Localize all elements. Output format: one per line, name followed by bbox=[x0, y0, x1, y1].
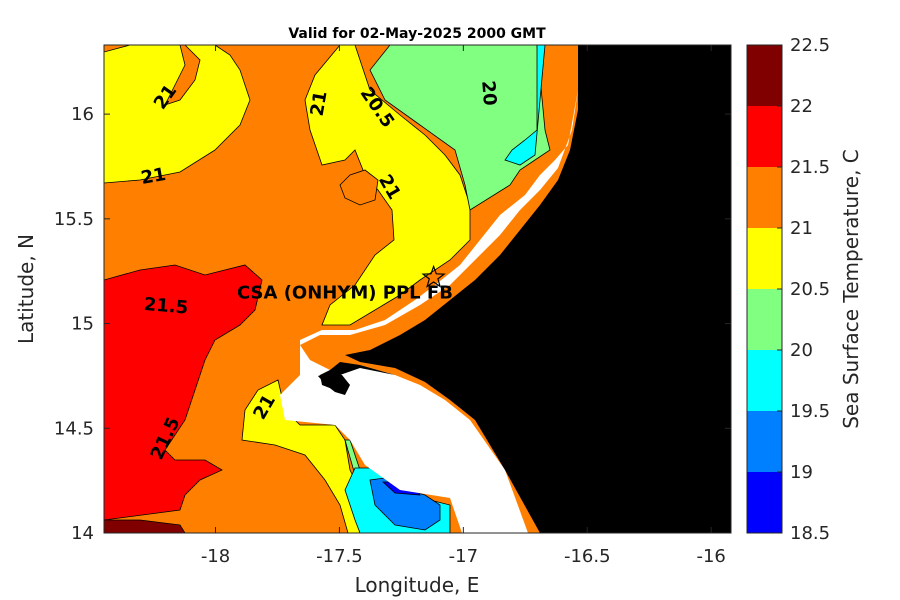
colorbar: 18.5 19 19.5 20 20.5 21 21.5 22 22.5 bbox=[746, 35, 830, 544]
x-tick-label: -18 bbox=[201, 546, 230, 567]
sst-region-21-21.5-tongue bbox=[164, 45, 201, 106]
y-tick-label: 14 bbox=[71, 523, 94, 544]
land-mass bbox=[320, 45, 731, 533]
y-tick-label: 14.5 bbox=[54, 418, 94, 439]
colorbar-label: Sea Surface Temperature, C bbox=[839, 149, 863, 429]
colorbar-tick-label: 21.5 bbox=[790, 157, 830, 178]
sst-region-20.5-21-south bbox=[241, 379, 381, 533]
colorbar-tick-label: 22.5 bbox=[790, 35, 830, 56]
sst-region-20.5-21-northwest bbox=[104, 45, 251, 184]
y-axis-label: Latitude, N bbox=[14, 234, 38, 344]
x-tick-label: -16 bbox=[696, 546, 725, 567]
sst-region-20-20.5 bbox=[369, 45, 551, 211]
y-tick-label: 15 bbox=[71, 314, 94, 335]
star-icon bbox=[421, 264, 446, 288]
sst-region-22-22.5 bbox=[104, 519, 186, 533]
x-axis-label: Longitude, E bbox=[355, 573, 480, 597]
contour-label: 20 bbox=[477, 80, 500, 107]
map-title: Valid for 02-May-2025 2000 GMT bbox=[288, 26, 546, 42]
colorbar-tick-label: 19 bbox=[790, 462, 813, 483]
colorbar-segment bbox=[747, 167, 782, 228]
sst-region-21-21.5-pocket bbox=[339, 169, 379, 206]
sst-region-20.5-21-northeast bbox=[304, 45, 471, 326]
x-tick-label: -17.5 bbox=[316, 546, 363, 567]
colorbar-tick-label: 18.5 bbox=[790, 523, 830, 544]
contour-label: 21 bbox=[307, 89, 332, 117]
y-tick-label: 16 bbox=[71, 104, 94, 125]
site-label: CSA (ONHYM) PPL FB bbox=[237, 282, 453, 303]
x-axis: -18 -17.5 -17 -16.5 -16 bbox=[201, 45, 726, 567]
contour-label: 21 bbox=[139, 164, 167, 189]
colorbar-tick-label: 19.5 bbox=[790, 401, 830, 422]
y-tick-label: 15.5 bbox=[54, 209, 94, 230]
x-tick-label: -17 bbox=[449, 546, 478, 567]
sst-region-21-21.5-corner bbox=[104, 45, 131, 53]
colorbar-segment bbox=[747, 350, 782, 411]
sst-region-21.5-22 bbox=[104, 264, 263, 521]
no-data-area bbox=[280, 45, 578, 533]
site-marker: CSA (ONHYM) PPL FB bbox=[237, 264, 453, 303]
colorbar-segment bbox=[747, 411, 782, 472]
x-tick-label: -16.5 bbox=[564, 546, 611, 567]
colorbar-tick-label: 20.5 bbox=[790, 279, 830, 300]
colorbar-segment bbox=[747, 289, 782, 350]
cape-peninsula bbox=[318, 372, 350, 395]
colorbar-segment bbox=[747, 45, 782, 106]
colorbar-tick-label: 22 bbox=[790, 96, 813, 117]
colorbar-tick-label: 20 bbox=[790, 340, 813, 361]
colorbar-segment bbox=[747, 106, 782, 167]
colorbar-segment bbox=[747, 228, 782, 289]
plot-area bbox=[104, 45, 731, 533]
y-axis: 14 14.5 15 15.5 16 bbox=[54, 104, 731, 544]
plot-frame bbox=[103, 44, 732, 534]
sst-region-19.5-20-north bbox=[504, 45, 546, 166]
colorbar-tick-label: 21 bbox=[790, 218, 813, 239]
contour-label: 21.5 bbox=[143, 294, 189, 319]
colorbar-segment bbox=[747, 472, 782, 533]
